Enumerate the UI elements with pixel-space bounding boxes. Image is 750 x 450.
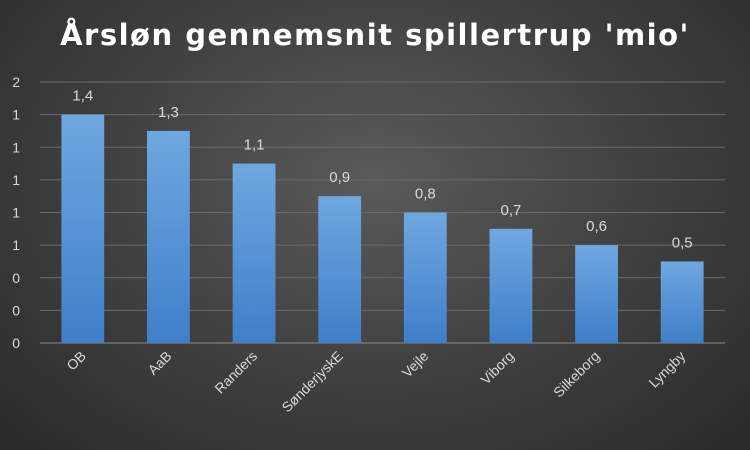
data-label: 0,7	[501, 202, 522, 219]
y-tick-label: 1	[12, 205, 20, 221]
y-tick-label: 1	[12, 107, 20, 123]
x-tick-label: AaB	[145, 348, 175, 378]
data-label: 0,6	[586, 218, 607, 235]
bar-silkeborg	[575, 245, 618, 343]
data-label: 1,4	[72, 88, 93, 105]
y-tick-label: 0	[12, 270, 20, 286]
x-tick-label: Vejle	[399, 348, 432, 381]
y-tick-label: 1	[12, 237, 20, 253]
y-tick-label: 1	[12, 139, 20, 155]
data-label: 0,5	[672, 234, 693, 251]
x-tick-label: Viborg	[477, 348, 517, 388]
y-tick-label: 1	[12, 172, 20, 188]
y-tick-label: 0	[12, 335, 20, 351]
x-tick-label: SønderjyskE	[278, 348, 345, 415]
bars	[61, 114, 704, 343]
gridlines	[40, 81, 725, 344]
x-tick-label: Silkeborg	[550, 348, 603, 401]
bar-viborg	[489, 228, 533, 343]
data-label: 1,1	[244, 137, 265, 154]
x-tick-label: Lyngby	[645, 348, 688, 391]
y-tick-label: 2	[12, 74, 20, 90]
x-axis-ticks: OB AaB Randers SønderjyskE Vejle Viborg Silkeb…	[63, 348, 688, 416]
bar-randers	[232, 163, 276, 343]
bar-sønderjyske	[318, 196, 362, 343]
x-tick-label: OB	[63, 348, 89, 374]
y-axis-ticks: 0 0 0 1 1 1 1 1 2	[12, 74, 20, 351]
bar-aab	[147, 130, 190, 343]
x-tick-label: Randers	[211, 348, 260, 397]
bar-vejle	[403, 212, 447, 343]
y-tick-label: 0	[12, 302, 20, 318]
data-label: 0,9	[329, 169, 350, 186]
bar-lyngby	[660, 261, 704, 343]
data-labels: 1,4 1,3 1,1 0,9 0,8 0,7 0,6 0,5	[72, 88, 692, 252]
data-label: 0,8	[415, 186, 436, 203]
bar-ob	[61, 114, 105, 343]
data-label: 1,3	[158, 104, 179, 121]
chart-title: Årsløn gennemsnit spillertrup 'mio'	[60, 18, 690, 52]
